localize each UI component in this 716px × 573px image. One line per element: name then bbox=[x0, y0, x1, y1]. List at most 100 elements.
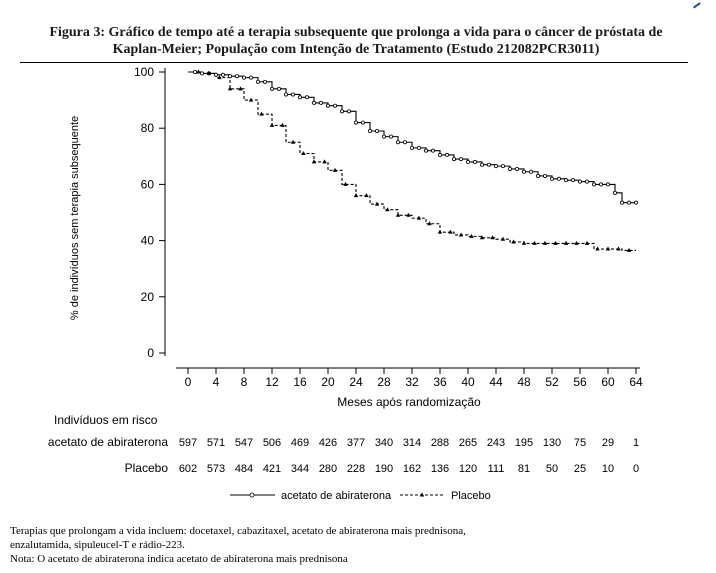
x-tick-label: 48 bbox=[517, 375, 531, 389]
series-marker-placebo bbox=[490, 235, 495, 240]
risk-value: 111 bbox=[488, 463, 505, 475]
y-tick-label: 0 bbox=[147, 346, 154, 360]
x-tick-label: 32 bbox=[405, 375, 419, 389]
series-marker-placebo bbox=[406, 212, 411, 217]
risk-value: 228 bbox=[347, 463, 365, 475]
series-marker-abiraterona bbox=[592, 182, 597, 187]
figure-title: Figura 3: Gráfico de tempo até a terapia… bbox=[20, 24, 692, 58]
risk-row-label: Placebo bbox=[125, 461, 169, 475]
series-marker-abiraterona bbox=[388, 134, 393, 139]
series-marker-placebo bbox=[542, 240, 548, 245]
series-marker-abiraterona bbox=[276, 86, 281, 91]
y-tick-label: 20 bbox=[141, 290, 155, 304]
series-marker-abiraterona bbox=[585, 179, 590, 184]
legend-label-placebo: Placebo bbox=[451, 490, 491, 502]
series-marker-abiraterona bbox=[571, 178, 576, 183]
series-marker-abiraterona bbox=[248, 75, 253, 80]
risk-value: 136 bbox=[431, 463, 449, 475]
series-marker-abiraterona bbox=[515, 166, 520, 171]
footnote-line1: Terapias que prolongam a vida incluem: d… bbox=[10, 525, 466, 537]
risk-value: 314 bbox=[403, 437, 421, 449]
figure-title-line2: Kaplan-Meier; População com Intenção de … bbox=[112, 42, 600, 57]
series-marker-placebo bbox=[248, 97, 254, 102]
series-marker-placebo bbox=[427, 221, 432, 226]
risk-value: 288 bbox=[431, 437, 449, 449]
series-marker-abiraterona bbox=[423, 148, 428, 153]
risk-value: 265 bbox=[459, 437, 477, 449]
risk-value: 243 bbox=[487, 437, 505, 449]
series-marker-placebo bbox=[500, 236, 506, 241]
x-tick-label: 52 bbox=[545, 375, 559, 389]
x-tick-label: 4 bbox=[213, 375, 220, 389]
x-tick-label: 0 bbox=[185, 375, 192, 389]
series-marker-abiraterona bbox=[241, 75, 246, 80]
risk-value: 421 bbox=[263, 463, 281, 475]
series-marker-abiraterona bbox=[255, 79, 260, 84]
series-marker-abiraterona bbox=[290, 92, 295, 97]
series-marker-placebo bbox=[269, 122, 275, 127]
risk-value: 130 bbox=[543, 437, 561, 449]
risk-value: 602 bbox=[179, 463, 197, 475]
risk-value: 573 bbox=[207, 463, 225, 475]
series-marker-placebo bbox=[196, 69, 201, 74]
y-tick-label: 100 bbox=[134, 65, 154, 79]
series-marker-abiraterona bbox=[353, 120, 358, 125]
series-marker-placebo bbox=[511, 239, 516, 244]
title-rule bbox=[20, 62, 688, 63]
series-marker-abiraterona bbox=[500, 164, 505, 169]
risk-value: 571 bbox=[207, 437, 225, 449]
series-marker-placebo bbox=[532, 240, 537, 245]
x-tick-label: 24 bbox=[349, 375, 363, 389]
risk-value: 280 bbox=[319, 463, 337, 475]
risk-value: 120 bbox=[459, 463, 477, 475]
risk-value: 344 bbox=[291, 463, 309, 475]
series-marker-placebo bbox=[584, 240, 590, 245]
risk-value: 484 bbox=[235, 463, 253, 475]
series-marker-abiraterona bbox=[213, 72, 218, 77]
series-marker-abiraterona bbox=[599, 182, 604, 187]
legend-marker-abiraterona bbox=[249, 492, 255, 498]
series-marker-abiraterona bbox=[360, 120, 365, 125]
series-marker-abiraterona bbox=[634, 200, 639, 205]
series-marker-placebo bbox=[574, 240, 579, 245]
series-marker-abiraterona bbox=[536, 173, 541, 178]
y-tick-label: 60 bbox=[141, 177, 155, 191]
series-marker-abiraterona bbox=[430, 148, 435, 153]
x-tick-label: 16 bbox=[293, 375, 307, 389]
series-marker-placebo bbox=[521, 240, 527, 245]
series-marker-abiraterona bbox=[269, 86, 274, 91]
series-marker-placebo bbox=[395, 212, 401, 217]
risk-value: 162 bbox=[403, 463, 421, 475]
series-marker-abiraterona bbox=[234, 74, 239, 79]
series-marker-abiraterona bbox=[227, 74, 232, 79]
figure-title-line1: Figura 3: Gráfico de tempo até a terapia… bbox=[49, 25, 663, 40]
series-marker-placebo bbox=[479, 235, 485, 240]
footnotes: Terapias que prolongam a vida incluem: d… bbox=[10, 524, 610, 566]
series-marker-abiraterona bbox=[437, 152, 442, 157]
risk-value: 190 bbox=[375, 463, 393, 475]
risk-value: 25 bbox=[574, 463, 586, 475]
series-marker-abiraterona bbox=[283, 92, 288, 97]
risk-value: 29 bbox=[602, 437, 614, 449]
series-marker-placebo bbox=[626, 247, 632, 252]
series-marker-placebo bbox=[448, 229, 453, 234]
y-tick-label: 80 bbox=[141, 121, 155, 135]
risk-value: 506 bbox=[263, 437, 281, 449]
risk-value: 50 bbox=[546, 463, 558, 475]
series-marker-abiraterona bbox=[339, 109, 344, 114]
legend-label-abiraterona: acetato de abiraterona bbox=[281, 490, 392, 502]
series-line-placebo bbox=[188, 71, 636, 251]
risk-value: 377 bbox=[347, 437, 365, 449]
x-tick-label: 8 bbox=[241, 375, 248, 389]
x-tick-label: 44 bbox=[489, 375, 503, 389]
footnote-line2: enzalutamida, sipuleucel-T e rádio-223. bbox=[10, 539, 185, 551]
series-marker-abiraterona bbox=[262, 79, 267, 84]
x-tick-label: 60 bbox=[601, 375, 615, 389]
series-marker-abiraterona bbox=[458, 157, 463, 162]
series-marker-abiraterona bbox=[606, 182, 611, 187]
risk-row-label: acetato de abiraterona bbox=[48, 435, 168, 449]
series-marker-abiraterona bbox=[367, 129, 372, 134]
series-marker-abiraterona bbox=[304, 95, 309, 100]
series-marker-placebo bbox=[595, 246, 600, 251]
series-marker-placebo bbox=[301, 150, 306, 155]
